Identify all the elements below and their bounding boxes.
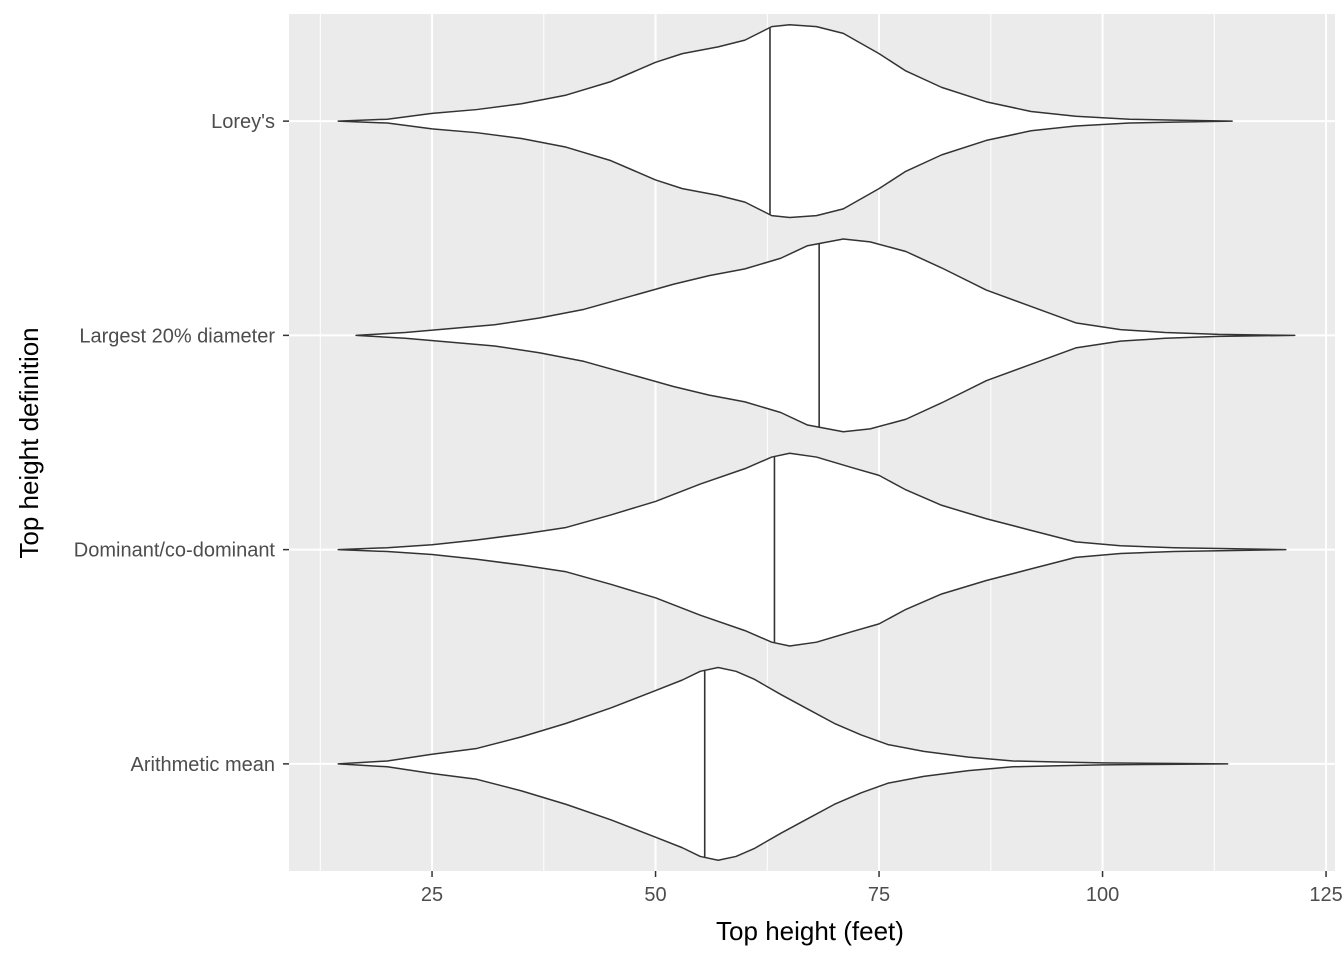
x-tick-label: 100 bbox=[1086, 884, 1119, 906]
x-axis: 25 50 75 100 125 bbox=[421, 871, 1343, 906]
y-tick-label: Lorey's bbox=[211, 111, 275, 133]
y-tick-label: Dominant/co-dominant bbox=[74, 540, 276, 562]
x-tick-label: 50 bbox=[644, 884, 666, 906]
x-axis-title: Top height (feet) bbox=[716, 916, 904, 946]
x-tick-label: 25 bbox=[421, 884, 443, 906]
violin-shape bbox=[337, 452, 1287, 647]
y-tick-label: Largest 20% diameter bbox=[79, 325, 275, 347]
y-tick-label: Arithmetic mean bbox=[131, 754, 276, 776]
violin-shape bbox=[337, 23, 1233, 219]
x-tick-label: 125 bbox=[1309, 884, 1342, 906]
y-axis-title: Top height definition bbox=[14, 327, 44, 558]
x-tick-label: 75 bbox=[868, 884, 890, 906]
violin-shape bbox=[337, 666, 1229, 862]
violins bbox=[337, 23, 1296, 862]
y-axis: Lorey's Largest 20% diameter Dominant/co-d… bbox=[74, 111, 289, 776]
violin-shape bbox=[355, 238, 1296, 433]
